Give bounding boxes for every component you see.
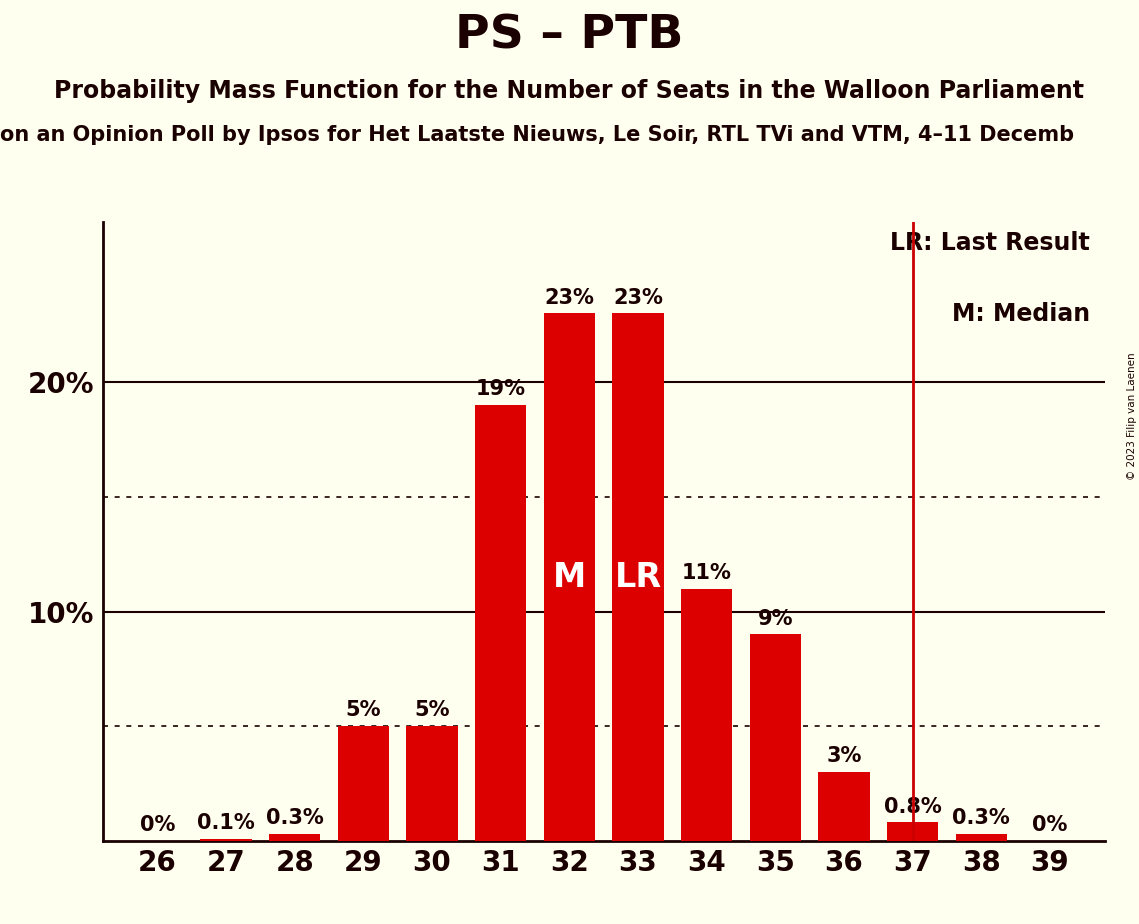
Text: LR: LR xyxy=(614,561,662,593)
Text: 0%: 0% xyxy=(1032,815,1067,835)
Text: 19%: 19% xyxy=(476,380,526,399)
Bar xyxy=(337,726,390,841)
Text: 0%: 0% xyxy=(140,815,175,835)
Bar xyxy=(475,406,526,841)
Bar xyxy=(818,772,870,841)
Bar xyxy=(407,726,458,841)
Text: 0.3%: 0.3% xyxy=(952,808,1010,828)
Bar xyxy=(613,313,664,841)
Text: Probability Mass Function for the Number of Seats in the Walloon Parliament: Probability Mass Function for the Number… xyxy=(55,79,1084,103)
Bar xyxy=(749,635,801,841)
Text: 0.1%: 0.1% xyxy=(197,813,255,833)
Bar xyxy=(887,822,939,841)
Text: 5%: 5% xyxy=(345,700,382,721)
Text: 23%: 23% xyxy=(544,287,595,308)
Text: 0.3%: 0.3% xyxy=(265,808,323,828)
Bar xyxy=(956,834,1007,841)
Text: © 2023 Filip van Laenen: © 2023 Filip van Laenen xyxy=(1126,352,1137,480)
Text: 3%: 3% xyxy=(826,747,861,766)
Bar xyxy=(543,313,595,841)
Text: 11%: 11% xyxy=(682,563,731,583)
Text: M: Median: M: Median xyxy=(952,302,1090,326)
Text: on an Opinion Poll by Ipsos for Het Laatste Nieuws, Le Soir, RTL TVi and VTM, 4–: on an Opinion Poll by Ipsos for Het Laat… xyxy=(0,125,1074,145)
Text: 0.8%: 0.8% xyxy=(884,796,942,817)
Bar xyxy=(681,589,732,841)
Text: 9%: 9% xyxy=(757,609,793,628)
Bar xyxy=(269,834,320,841)
Bar xyxy=(200,839,252,841)
Text: PS – PTB: PS – PTB xyxy=(456,14,683,59)
Text: M: M xyxy=(552,561,585,593)
Text: 5%: 5% xyxy=(415,700,450,721)
Text: 23%: 23% xyxy=(613,287,663,308)
Text: LR: Last Result: LR: Last Result xyxy=(890,231,1090,255)
